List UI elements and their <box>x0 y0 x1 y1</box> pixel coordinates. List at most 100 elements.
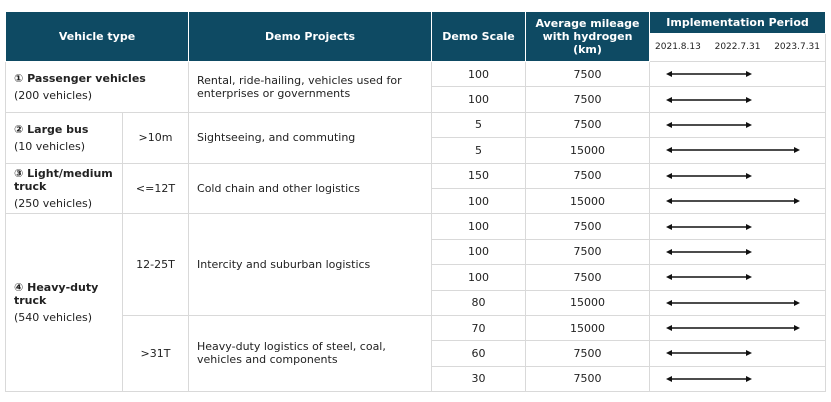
period-arrow-end-head <box>746 350 753 357</box>
implementation-period-cell <box>649 60 827 88</box>
implementation-period-cell <box>649 238 827 266</box>
demo-scale-cell: 5 <box>431 137 527 164</box>
vehicle-size-cell: <=12T <box>121 162 190 215</box>
table-row: ② Large bus (10 vehicles) >10m Sightseeing,… <box>5 111 827 164</box>
timeline-date-end: 2023.7.31 <box>774 42 821 52</box>
period-arrow-start-head <box>666 147 673 154</box>
table-row: ③ Light/medium truck (250 vehicles) <=12T C… <box>5 162 827 215</box>
table-body: ① Passenger vehicles (200 vehicles) Rental… <box>4 60 827 393</box>
period-arrow-start-head <box>666 223 673 230</box>
period-arrow <box>666 96 753 103</box>
demo-project-cell: Heavy-duty logistics of steel, coal, veh… <box>188 314 433 393</box>
period-arrow-start-head <box>666 375 673 382</box>
header-avg-mileage: Average mileage with hydrogen (km) <box>525 11 651 62</box>
period-arrow <box>666 223 753 230</box>
demo-project-cell: Rental, ride-hailing, vehicles used for … <box>188 61 433 113</box>
avg-mileage-cell: 7500 <box>525 340 651 367</box>
timeline-date-mid: 2022.7.31 <box>714 42 761 52</box>
period-arrow-end-head <box>746 172 753 179</box>
demo-scale-cell: 60 <box>431 340 527 367</box>
avg-mileage-cell: 7500 <box>525 238 651 266</box>
period-arrow-start-head <box>666 121 673 128</box>
period-arrow-start-head <box>666 274 673 281</box>
demo-scale-cell: 150 <box>431 162 527 189</box>
vehicle-type-name: ① Passenger vehicles <box>14 71 146 85</box>
table-row: 5 15000 <box>6 137 827 164</box>
period-arrow-start-head <box>666 71 673 78</box>
period-arrow-end-head <box>746 71 753 78</box>
period-arrow <box>666 198 801 205</box>
period-arrow-end-head <box>746 248 753 255</box>
demo-projects-table: Vehicle type Demo Projects Demo Scale Av… <box>4 11 827 393</box>
vehicle-type-count: (250 vehicles) <box>14 196 92 210</box>
demo-scale-cell: 100 <box>431 187 527 215</box>
period-arrow-end-head <box>794 299 801 306</box>
header-demo-scale: Demo Scale <box>431 11 527 62</box>
period-arrow-end-head <box>746 223 753 230</box>
period-arrow-start-head <box>666 198 673 205</box>
header-vehicle-type: Vehicle type <box>4 11 190 62</box>
period-arrow <box>666 375 753 382</box>
demo-project-cell: Sightseeing, and commuting <box>188 111 433 164</box>
vehicle-type-name: ② Large bus <box>14 122 89 136</box>
demo-project-cell: Intercity and suburban logistics <box>188 213 433 316</box>
demo-scale-cell: 100 <box>431 264 527 291</box>
table-row: ① Passenger vehicles (200 vehicles) Rental… <box>4 60 827 113</box>
avg-mileage-cell: 15000 <box>525 137 651 164</box>
table-row: 100 7500 <box>6 238 827 266</box>
demo-project-cell: Cold chain and other logistics <box>188 162 433 215</box>
vehicle-type-cell: ① Passenger vehicles (200 vehicles) <box>4 61 190 113</box>
vehicle-type-cell: ③ Light/medium truck (250 vehicles) <box>5 162 123 215</box>
table-row: ④ Heavy-duty truck (540 vehicles) 12-25T In… <box>5 213 827 393</box>
avg-mileage-cell: 7500 <box>525 111 651 139</box>
implementation-period-cell <box>649 137 827 164</box>
period-arrow-start-head <box>666 96 673 103</box>
avg-mileage-cell: 7500 <box>525 60 651 88</box>
period-arrow-end-head <box>794 325 801 332</box>
period-arrow <box>666 248 753 255</box>
demo-scale-cell: 100 <box>431 86 527 113</box>
vehicle-type-count: (200 vehicles) <box>14 88 92 102</box>
implementation-period-cell <box>649 213 827 240</box>
header-demo-projects: Demo Projects <box>188 11 433 62</box>
table-row: 30 7500 <box>6 365 827 393</box>
avg-mileage-cell: 7500 <box>525 86 651 113</box>
vehicle-size-cell: 12-25T <box>121 213 190 316</box>
implementation-period-cell <box>649 86 827 113</box>
avg-mileage-cell: 15000 <box>525 187 651 215</box>
vehicle-type-count: (10 vehicles) <box>14 139 85 153</box>
period-arrow <box>666 71 753 78</box>
table-row: 100 7500 <box>6 264 827 291</box>
period-arrow <box>666 325 801 332</box>
demo-scale-cell: 100 <box>431 60 527 88</box>
avg-mileage-cell: 15000 <box>525 314 651 342</box>
period-arrow <box>666 299 801 306</box>
period-arrow-end-head <box>746 121 753 128</box>
period-arrow <box>666 274 753 281</box>
timeline-date-start: 2021.8.13 <box>655 42 701 52</box>
vehicle-type-name: ④ Heavy-duty truck <box>14 281 99 308</box>
period-arrow-start-head <box>666 299 673 306</box>
vehicle-size-cell: >31T <box>121 314 190 393</box>
demo-scale-cell: 5 <box>431 111 527 139</box>
period-arrow-end-head <box>746 274 753 281</box>
implementation-period-cell <box>649 264 827 291</box>
avg-mileage-cell: 7500 <box>525 213 651 240</box>
implementation-period-cell <box>649 111 827 139</box>
table-row: 80 15000 <box>6 289 827 316</box>
implementation-period-cell <box>649 289 827 316</box>
implementation-period-cell <box>649 314 827 342</box>
demo-scale-cell: 80 <box>431 289 527 316</box>
vehicle-size-cell: >10m <box>121 111 190 164</box>
avg-mileage-cell: 7500 <box>525 365 651 393</box>
implementation-period-cell <box>649 162 827 189</box>
period-arrow <box>666 350 753 357</box>
avg-mileage-cell: 7500 <box>525 264 651 291</box>
period-arrow-end-head <box>746 375 753 382</box>
period-arrow <box>666 121 753 128</box>
header-implementation-period: Implementation Period <box>649 11 827 34</box>
vehicle-type-name: ③ Light/medium truck <box>14 166 113 193</box>
table-row: 100 15000 <box>6 187 827 215</box>
period-arrow-end-head <box>794 198 801 205</box>
vehicle-type-cell: ④ Heavy-duty truck (540 vehicles) <box>5 213 123 393</box>
